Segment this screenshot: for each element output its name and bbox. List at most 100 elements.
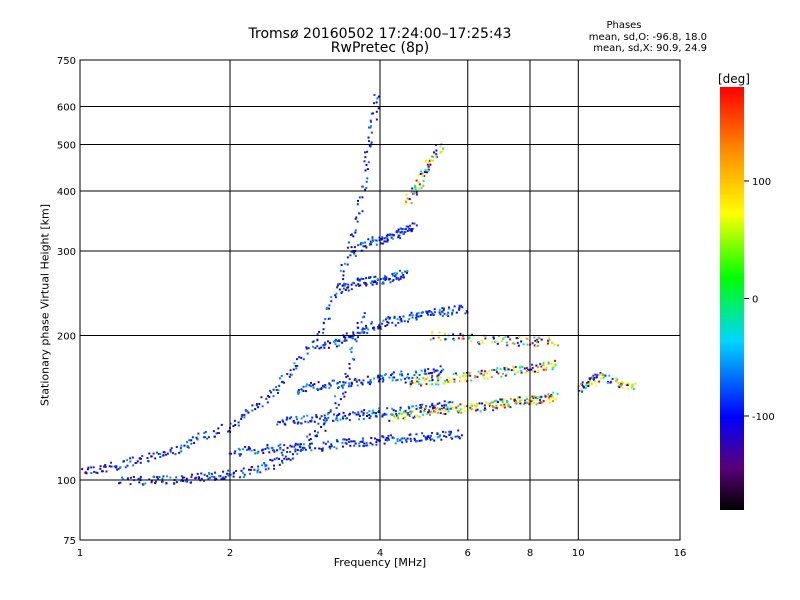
data-point (317, 381, 320, 384)
data-point (388, 419, 391, 422)
data-point (404, 381, 407, 384)
data-point (361, 185, 364, 188)
data-point (415, 408, 418, 410)
data-point (289, 450, 292, 453)
data-point (373, 328, 376, 331)
data-point (496, 401, 499, 404)
data-point (298, 391, 301, 394)
data-point (394, 442, 397, 445)
x-tick-label: 8 (527, 548, 533, 559)
data-point (99, 467, 102, 470)
data-point (393, 376, 396, 379)
data-point (280, 451, 283, 454)
data-point (350, 351, 353, 354)
data-point (410, 228, 413, 231)
data-point (431, 313, 434, 316)
data-point (520, 340, 523, 343)
data-point (401, 412, 404, 414)
data-point (451, 313, 453, 316)
data-point (484, 408, 487, 411)
data-point (514, 397, 517, 400)
data-point (234, 450, 237, 453)
data-point (416, 312, 418, 315)
data-point (337, 414, 340, 416)
data-point (191, 473, 193, 476)
data-point (358, 418, 360, 421)
data-point (328, 307, 330, 310)
data-point (499, 398, 502, 401)
data-point (392, 274, 394, 277)
data-point (504, 374, 507, 377)
data-point (406, 229, 409, 232)
data-point (299, 449, 302, 452)
data-point (411, 187, 414, 190)
data-point (223, 478, 226, 480)
data-point (378, 411, 381, 414)
data-point (355, 284, 357, 287)
data-point (301, 448, 304, 451)
data-point (350, 283, 353, 286)
data-point (526, 368, 529, 371)
data-point (347, 440, 350, 443)
data-point (524, 402, 526, 405)
data-point (433, 308, 436, 311)
data-point (457, 404, 460, 407)
data-point (246, 448, 248, 451)
data-point (596, 374, 599, 377)
data-point (320, 388, 323, 390)
data-point (346, 417, 349, 420)
data-point (240, 415, 243, 418)
data-point (530, 403, 533, 405)
data-point (438, 372, 441, 375)
data-point (406, 437, 409, 440)
data-point (399, 277, 402, 280)
data-point (129, 483, 132, 486)
data-point (185, 477, 188, 480)
data-point (415, 318, 418, 321)
data-point (397, 236, 400, 239)
data-point (358, 442, 361, 445)
data-point (420, 311, 423, 314)
data-point (459, 380, 462, 382)
data-point (407, 320, 409, 323)
data-point (335, 407, 338, 409)
data-point (341, 290, 344, 293)
data-point (394, 410, 397, 413)
data-point (336, 286, 339, 289)
data-point (500, 340, 503, 342)
data-point (518, 364, 521, 367)
data-point (492, 336, 495, 339)
data-point (484, 370, 486, 373)
data-point (537, 396, 540, 399)
data-point (364, 151, 366, 154)
data-point (339, 269, 342, 272)
data-point (409, 383, 412, 386)
data-point (601, 374, 604, 377)
data-point (458, 304, 461, 307)
data-point (495, 369, 498, 371)
data-point (580, 382, 583, 385)
data-point (277, 444, 280, 447)
data-point (368, 126, 371, 129)
data-point (453, 305, 456, 308)
data-point (170, 447, 173, 450)
data-point (325, 418, 328, 421)
data-point (344, 414, 347, 417)
data-point (421, 432, 424, 435)
data-point (429, 163, 432, 166)
data-point (425, 378, 428, 381)
data-point (452, 337, 455, 340)
data-point (273, 464, 275, 467)
data-point (166, 452, 169, 455)
data-point (502, 398, 505, 401)
data-point (119, 466, 122, 469)
data-point (465, 375, 467, 377)
data-point (417, 174, 420, 177)
data-point (453, 339, 456, 342)
data-point (215, 432, 218, 435)
data-point (431, 383, 434, 386)
data-point (324, 318, 327, 321)
data-point (321, 344, 324, 347)
data-point (453, 381, 456, 383)
y-tick-label: 75 (63, 536, 76, 547)
